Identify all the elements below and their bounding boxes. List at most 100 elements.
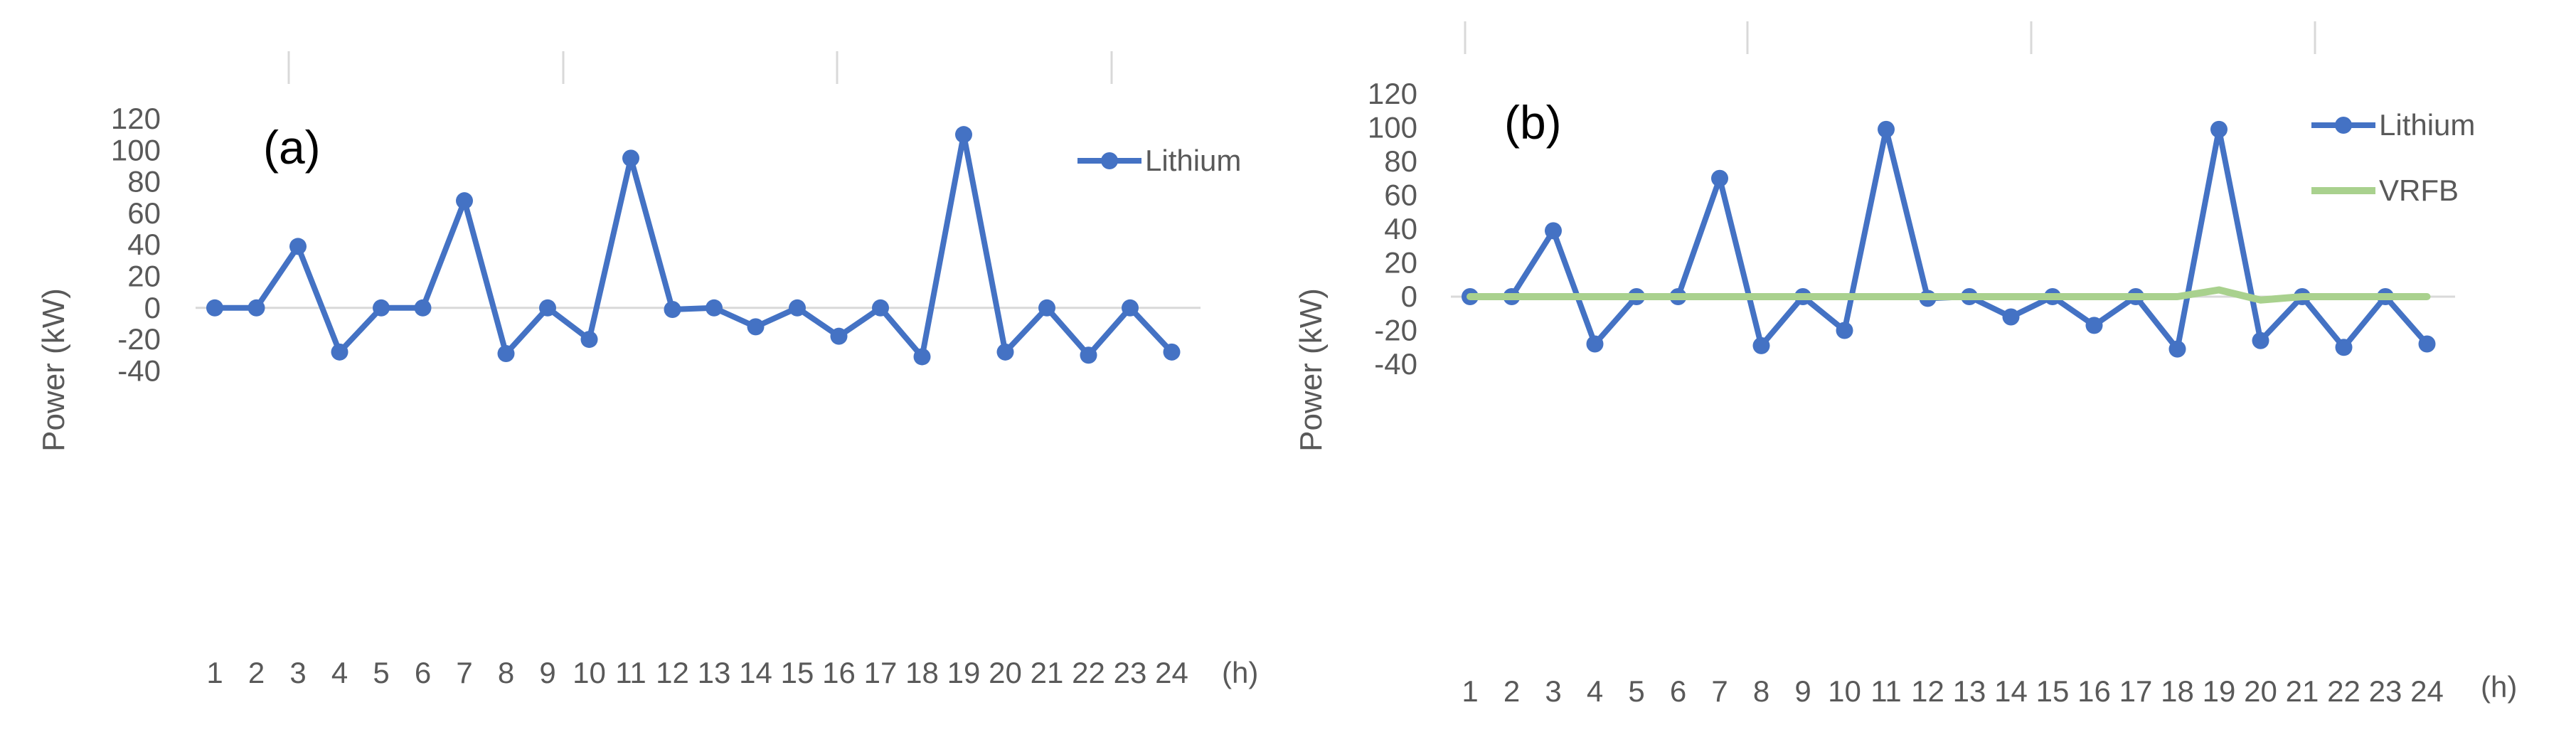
y-tick-label-b: 0 xyxy=(1401,280,1417,313)
data-point-lithium-b xyxy=(1752,336,1770,354)
x-axis-unit-b: (h) xyxy=(2481,670,2517,704)
y-tick-label-b: 40 xyxy=(1384,212,1417,245)
data-point-lithium-b xyxy=(2252,332,2269,349)
x-tick-label-b: 9 xyxy=(1794,674,1811,708)
y-axis-title-a: Power (kW) xyxy=(36,288,71,452)
x-tick-label-b: 4 xyxy=(1587,674,1603,708)
y-tick-label-b: 120 xyxy=(1368,77,1417,110)
y-tick-label-a: 100 xyxy=(111,133,161,166)
data-point-lithium-a xyxy=(1080,346,1097,364)
x-axis-unit-a: (h) xyxy=(1222,656,1258,689)
data-point-lithium-b xyxy=(2168,340,2186,358)
y-tick-label-a: -20 xyxy=(117,322,161,356)
x-tick-label-b: 3 xyxy=(1545,674,1561,708)
data-point-lithium-a xyxy=(664,301,681,319)
data-point-lithium-b xyxy=(2418,335,2436,353)
legend-label-vrfb-b: VRFB xyxy=(2379,174,2459,207)
data-point-lithium-b xyxy=(1545,222,1562,240)
y-tick-label-b: -40 xyxy=(1374,347,1417,381)
data-point-lithium-a xyxy=(1038,299,1055,317)
x-tick-label-b: 5 xyxy=(1628,674,1644,708)
data-point-lithium-a xyxy=(539,299,556,317)
data-point-lithium-b xyxy=(1878,120,1895,138)
series-line-lithium-a xyxy=(212,132,1175,360)
y-tick-label-a: 40 xyxy=(127,228,161,261)
x-tick-label-b: 23 xyxy=(2369,674,2402,708)
data-point-lithium-a xyxy=(913,348,931,366)
data-point-lithium-a xyxy=(622,149,639,167)
y-tick-label-a: 80 xyxy=(127,165,161,198)
x-tick-label-b: 22 xyxy=(2327,674,2361,708)
data-point-lithium-a xyxy=(248,299,265,317)
x-tick-label-a: 24 xyxy=(1155,656,1188,689)
x-tick-label-a: 13 xyxy=(698,656,731,689)
data-point-lithium-b xyxy=(1711,169,1728,187)
data-point-lithium-a xyxy=(414,299,432,317)
y-tick-label-a: 60 xyxy=(127,196,161,230)
legend-b: Lithium VRFB xyxy=(2311,108,2475,207)
panel-label-a: (a) xyxy=(263,121,321,174)
x-tick-label-b: 24 xyxy=(2410,674,2444,708)
x-tick-label-a: 22 xyxy=(1072,656,1105,689)
y-tick-label-b: 100 xyxy=(1368,111,1417,144)
x-tick-label-a: 16 xyxy=(822,656,856,689)
data-point-lithium-b xyxy=(2002,308,2020,326)
x-tick-label-a: 18 xyxy=(905,656,939,689)
data-point-lithium-a xyxy=(373,299,390,317)
x-tick-label-b: 19 xyxy=(2203,674,2236,708)
data-point-lithium-a xyxy=(996,343,1014,361)
series-line-lithium-b xyxy=(1467,126,2430,352)
data-point-lithium-a xyxy=(706,299,723,317)
legend-a: Lithium xyxy=(1077,144,1241,177)
legend-marker-lithium-a xyxy=(1101,152,1118,169)
legend-marker-lithium-b xyxy=(2335,117,2352,134)
x-tick-label-b: 2 xyxy=(1503,674,1520,708)
x-tick-label-b: 17 xyxy=(2119,674,2153,708)
x-tick-label-a: 15 xyxy=(781,656,814,689)
data-point-lithium-b xyxy=(2210,120,2228,138)
x-tick-label-b: 10 xyxy=(1828,674,1861,708)
data-point-lithium-a xyxy=(872,299,889,317)
x-tick-label-a: 19 xyxy=(947,656,981,689)
x-tick-label-b: 21 xyxy=(2286,674,2319,708)
y-tick-label-b: 80 xyxy=(1384,144,1417,178)
data-point-lithium-b xyxy=(1586,335,1604,353)
x-tick-label-a: 21 xyxy=(1031,656,1064,689)
x-tick-label-b: 20 xyxy=(2244,674,2277,708)
x-tick-label-a: 10 xyxy=(573,656,606,689)
x-tick-label-a: 12 xyxy=(656,656,689,689)
data-point-lithium-a xyxy=(747,318,765,336)
x-tick-label-b: 6 xyxy=(1670,674,1686,708)
y-tick-label-a: 20 xyxy=(127,260,161,293)
data-point-lithium-a xyxy=(830,327,848,345)
x-tick-label-b: 18 xyxy=(2161,674,2194,708)
series-line-vrfb-b xyxy=(1467,286,2431,304)
data-point-lithium-a xyxy=(206,299,223,317)
data-point-lithium-a xyxy=(456,192,473,210)
data-point-lithium-a xyxy=(331,343,348,361)
x-tick-label-a: 6 xyxy=(415,656,431,689)
x-tick-label-a: 20 xyxy=(989,656,1022,689)
x-tick-label-a: 8 xyxy=(498,656,514,689)
y-tick-label-b: 60 xyxy=(1384,179,1417,212)
x-tick-label-b: 12 xyxy=(1911,674,1944,708)
x-tick-label-a: 17 xyxy=(864,656,898,689)
x-tick-label-a: 1 xyxy=(206,656,223,689)
data-point-lithium-a xyxy=(497,345,515,363)
x-tick-label-a: 23 xyxy=(1114,656,1147,689)
data-point-lithium-a xyxy=(789,299,806,317)
x-tick-label-b: 8 xyxy=(1753,674,1769,708)
data-point-lithium-a xyxy=(955,126,972,144)
x-tick-label-b: 13 xyxy=(1953,674,1986,708)
x-tick-label-a: 7 xyxy=(456,656,472,689)
x-tick-label-b: 15 xyxy=(2036,674,2070,708)
top-axis-ticks xyxy=(287,21,2316,84)
x-tick-label-b: 14 xyxy=(1994,674,2028,708)
x-tick-label-b: 1 xyxy=(1462,674,1478,708)
data-point-lithium-a xyxy=(289,238,307,255)
